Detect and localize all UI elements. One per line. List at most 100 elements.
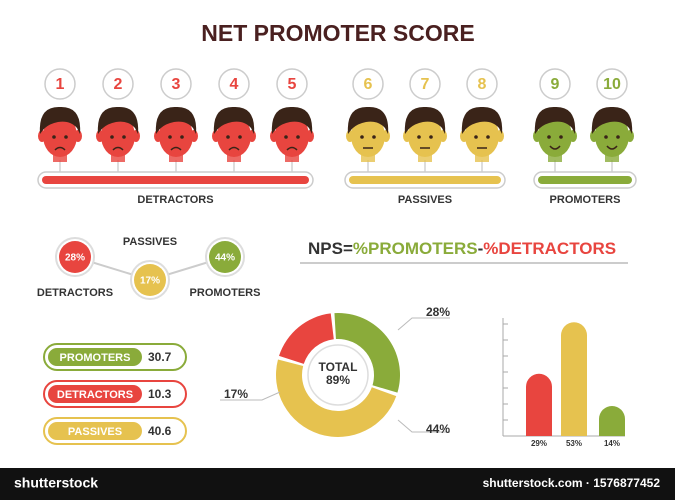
hair — [404, 106, 446, 134]
mouth — [228, 146, 240, 151]
donut-label: 17% — [224, 387, 248, 401]
donut-segment — [276, 359, 397, 437]
eye — [284, 135, 288, 139]
face — [595, 115, 629, 157]
donut-center-text: TOTAL — [319, 360, 358, 374]
eye — [559, 135, 563, 139]
score-circle — [409, 68, 441, 100]
mouth — [286, 146, 298, 151]
pill-fill — [48, 385, 142, 403]
donut-center-text: 89% — [326, 373, 350, 387]
bubble-text: 44% — [215, 253, 235, 264]
hair — [534, 106, 576, 134]
hair — [461, 106, 503, 134]
score-circle — [276, 68, 308, 100]
pill-value: 40.6 — [148, 424, 172, 438]
face — [351, 115, 385, 157]
donut-center — [307, 344, 369, 406]
hair — [271, 106, 313, 134]
eye — [547, 135, 551, 139]
score-circle — [160, 68, 192, 100]
eye — [122, 135, 126, 139]
group-bar-fill — [349, 176, 501, 184]
mouth — [606, 145, 618, 150]
eye — [429, 135, 433, 139]
face — [275, 115, 309, 157]
footer-brand: shutterstock — [14, 475, 98, 491]
eye — [52, 135, 56, 139]
eye — [110, 135, 114, 139]
bar-label: 53% — [566, 439, 582, 448]
mouth — [54, 146, 66, 151]
formula-detractors: %DETRACTORS — [483, 239, 616, 258]
eye — [360, 135, 364, 139]
bar — [561, 322, 587, 436]
score-number: 6 — [364, 76, 373, 93]
pill-label: DETRACTORS — [57, 389, 133, 401]
bubble — [59, 241, 91, 273]
bar-label: 29% — [531, 439, 547, 448]
score-circle — [539, 68, 571, 100]
eye — [296, 135, 300, 139]
score-circle — [466, 68, 498, 100]
score-circle — [218, 68, 250, 100]
eye — [180, 135, 184, 139]
face — [159, 115, 193, 157]
pill-label: PASSIVES — [68, 426, 122, 438]
hair — [347, 106, 389, 134]
face — [408, 115, 442, 157]
pill-value: 10.3 — [148, 387, 172, 401]
formula: NPS=%PROMOTERS-%DETRACTORS — [308, 239, 616, 258]
leader-line — [397, 419, 450, 433]
face — [101, 115, 135, 157]
leader-line — [220, 391, 281, 401]
bubble-label: PROMOTERS — [190, 287, 261, 299]
score-number: 5 — [288, 76, 297, 93]
bubble-label: PASSIVES — [123, 236, 177, 248]
score-circle — [596, 68, 628, 100]
pill-fill — [48, 422, 142, 440]
bar-label: 14% — [604, 439, 620, 448]
eye — [226, 135, 230, 139]
bubble-text: 28% — [65, 253, 85, 264]
bubble-label: DETRACTORS — [37, 287, 113, 299]
score-number: 10 — [603, 76, 621, 93]
score-number: 3 — [172, 76, 181, 93]
bubble — [134, 264, 166, 296]
title: NET PROMOTER SCORE — [201, 20, 474, 46]
pill-label: PROMOTERS — [60, 352, 131, 364]
bubble-text: 17% — [140, 276, 160, 287]
hair — [155, 106, 197, 134]
face — [538, 115, 572, 157]
eye — [372, 135, 376, 139]
face — [217, 115, 251, 157]
score-circle — [44, 68, 76, 100]
group-label: PROMOTERS — [550, 194, 621, 206]
mouth — [112, 146, 124, 151]
hair — [39, 106, 81, 134]
eye — [417, 135, 421, 139]
donut-label: 28% — [426, 305, 450, 319]
footer-bar — [0, 468, 675, 500]
hair — [97, 106, 139, 134]
score-number: 8 — [478, 76, 487, 93]
hair — [591, 106, 633, 134]
face — [43, 115, 77, 157]
formula-promoters: %PROMOTERS — [353, 239, 478, 258]
eye — [616, 135, 620, 139]
bubble — [209, 241, 241, 273]
face — [465, 115, 499, 157]
hair — [213, 106, 255, 134]
eye — [486, 135, 490, 139]
score-circle — [352, 68, 384, 100]
score-number: 7 — [421, 76, 430, 93]
group-label: DETRACTORS — [137, 194, 213, 206]
score-number: 1 — [56, 76, 65, 93]
donut-segment — [334, 312, 400, 393]
mouth — [170, 146, 182, 151]
eye — [604, 135, 608, 139]
leader-line — [397, 317, 450, 331]
mouth — [549, 145, 561, 150]
